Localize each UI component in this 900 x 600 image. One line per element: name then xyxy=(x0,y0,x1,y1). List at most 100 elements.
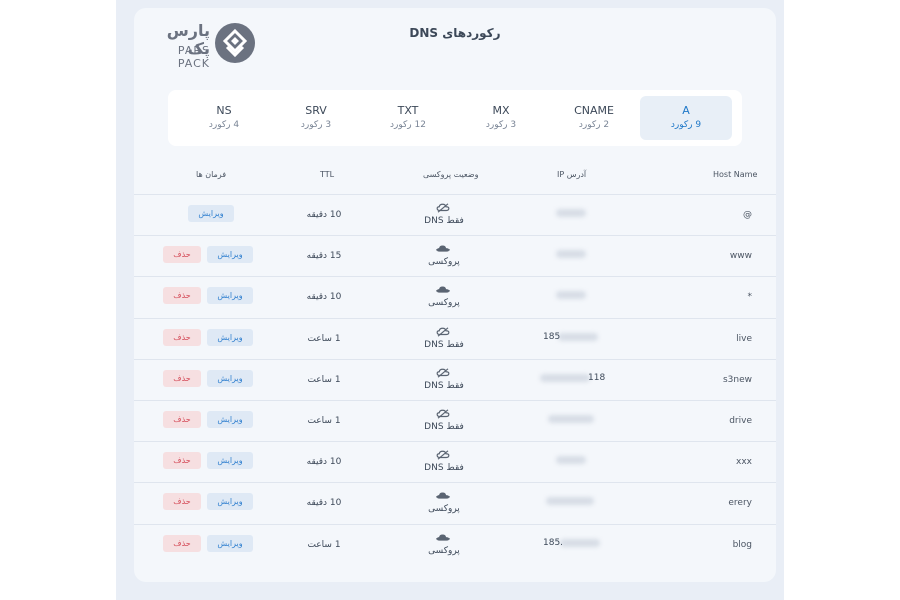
ip-address: 185 xyxy=(543,331,561,342)
tab-count: 3 رکورد xyxy=(485,120,517,130)
ttl-value: 1 ساعت xyxy=(307,416,341,426)
ip-hidden xyxy=(540,373,590,382)
host-name: erery xyxy=(728,498,752,509)
host-name: blog xyxy=(732,539,752,550)
tab-label: CNAME xyxy=(574,104,614,117)
ip-address: 185. xyxy=(543,537,564,548)
tab-label: MX xyxy=(492,104,510,117)
tab-label: SRV xyxy=(305,104,327,117)
delete-button[interactable]: حذف xyxy=(163,369,201,387)
header-proxy: وضعیت پروکسی xyxy=(423,170,479,179)
host-name: s3new xyxy=(722,374,752,385)
table-row: erery پروکسی 10 دقیقه ویرایش حذف xyxy=(134,482,776,524)
edit-button[interactable]: ویرایش xyxy=(207,534,253,552)
table-row: www پروکسی 15 دقیقه ویرایش حذف xyxy=(134,235,776,277)
cloud-proxy-icon xyxy=(436,492,450,500)
tab-cname[interactable]: CNAME 2 رکورد xyxy=(548,96,640,140)
ttl-value: 1 ساعت xyxy=(307,333,341,344)
proxy-status[interactable]: فقط DNS xyxy=(424,422,464,432)
tab-label: NS xyxy=(216,104,232,117)
cloud-off-icon xyxy=(436,326,450,337)
tab-ns[interactable]: NS 4 رکورد xyxy=(178,96,270,140)
proxy-status[interactable]: پروکسی xyxy=(428,298,460,309)
tab-count: 3 رکورد xyxy=(300,120,332,130)
host-name: * xyxy=(747,292,753,303)
host-name: live xyxy=(736,333,752,344)
ttl-value: 10 دقیقه xyxy=(306,210,342,220)
edit-button[interactable]: ویرایش xyxy=(207,287,253,305)
tab-count: 2 رکورد xyxy=(578,120,610,130)
host-name: xxx xyxy=(736,457,752,468)
ip-hidden xyxy=(556,209,586,217)
tab-label: TXT xyxy=(397,104,419,117)
table-row: @ فقط DNS 10 دقیقه ویرایش xyxy=(134,194,776,236)
cloud-off-icon xyxy=(436,203,450,213)
table-row: blog 185. پروکسی 1 ساعت ویرایش حذف xyxy=(134,523,776,566)
cloud-off-icon xyxy=(436,450,450,460)
delete-button[interactable]: حذف xyxy=(163,287,201,305)
edit-button[interactable]: ویرایش xyxy=(207,369,253,387)
table-row: live 185 فقط DNS 1 ساعت ویرایش حذف xyxy=(134,317,776,360)
delete-button[interactable]: حذف xyxy=(163,411,201,428)
ip-hidden xyxy=(560,538,600,547)
edit-button[interactable]: ویرایش xyxy=(207,411,253,428)
proxy-status[interactable]: پروکسی xyxy=(428,504,460,515)
brand-mark-icon xyxy=(215,23,255,63)
brand-name: پارس پک xyxy=(166,21,210,58)
table-row: * پروکسی 10 دقیقه ویرایش حذف xyxy=(134,276,776,318)
edit-button[interactable]: ویرایش xyxy=(188,205,234,222)
ip-hidden xyxy=(558,332,598,341)
host-name: www xyxy=(729,251,752,262)
brand-sub: PARS PACK xyxy=(177,44,210,70)
ttl-value: 1 ساعت xyxy=(307,374,341,385)
cloud-proxy-icon xyxy=(436,245,450,252)
cloud-off-icon xyxy=(436,368,450,378)
cloud-proxy-icon xyxy=(436,286,450,294)
cloud-proxy-icon xyxy=(436,534,450,541)
table-row: s3new 118 فقط DNS 1 ساعت ویرایش حذف xyxy=(134,358,776,401)
header-ip: آدرس IP xyxy=(557,170,587,179)
ip-hidden xyxy=(546,497,594,506)
tab-count: 12 رکورد xyxy=(390,120,426,130)
delete-button[interactable]: حذف xyxy=(163,493,201,511)
brand-logo: پارس پک PARS PACK xyxy=(148,21,258,70)
host-name: @ xyxy=(743,210,752,220)
cloud-off-icon xyxy=(436,409,450,419)
host-name: drive xyxy=(729,416,752,426)
ttl-value: 10 دقیقه xyxy=(306,292,342,303)
ttl-value: 15 دقیقه xyxy=(306,251,342,262)
edit-button[interactable]: ویرایش xyxy=(207,328,253,346)
proxy-status[interactable]: فقط DNS xyxy=(424,216,464,226)
ip-hidden xyxy=(556,291,586,300)
proxy-status[interactable]: فقط DNS xyxy=(424,380,464,391)
tab-srv[interactable]: SRV 3 رکورد xyxy=(270,96,362,140)
delete-button[interactable]: حذف xyxy=(163,534,201,552)
ip-hidden xyxy=(556,456,586,465)
proxy-status[interactable]: فقط DNS xyxy=(424,463,464,474)
table-row: drive فقط DNS 1 ساعت ویرایش حذف xyxy=(134,400,776,442)
header-ttl: TTL xyxy=(320,170,335,179)
ip-hidden xyxy=(548,415,594,423)
proxy-status[interactable]: فقط DNS xyxy=(424,339,464,350)
ttl-value: 1 ساعت xyxy=(307,539,341,550)
edit-button[interactable]: ویرایش xyxy=(207,452,253,470)
tab-count: 4 رکورد xyxy=(208,120,240,130)
tab-txt[interactable]: TXT 12 رکورد xyxy=(362,96,454,140)
header-actions: فرمان ها xyxy=(196,170,227,179)
tab-mx[interactable]: MX 3 رکورد xyxy=(455,96,547,140)
table-row: xxx فقط DNS 10 دقیقه ویرایش حذف xyxy=(134,441,776,483)
tab-label: A xyxy=(682,104,690,117)
delete-button[interactable]: حذف xyxy=(163,246,201,264)
edit-button[interactable]: ویرایش xyxy=(207,493,253,511)
delete-button[interactable]: حذف xyxy=(163,328,201,346)
ip-hidden xyxy=(556,250,586,259)
proxy-status[interactable]: پروکسی xyxy=(428,257,460,268)
delete-button[interactable]: حذف xyxy=(163,452,201,470)
ttl-value: 10 دقیقه xyxy=(306,457,342,468)
edit-button[interactable]: ویرایش xyxy=(207,246,253,264)
proxy-status[interactable]: پروکسی xyxy=(428,545,460,556)
ttl-value: 10 دقیقه xyxy=(306,498,342,509)
record-type-tabs: A 9 رکورد CNAME 2 رکورد MX 3 رکورد TXT 1… xyxy=(168,90,742,146)
tab-a[interactable]: A 9 رکورد xyxy=(640,96,732,140)
ip-address: 118 xyxy=(588,372,606,383)
